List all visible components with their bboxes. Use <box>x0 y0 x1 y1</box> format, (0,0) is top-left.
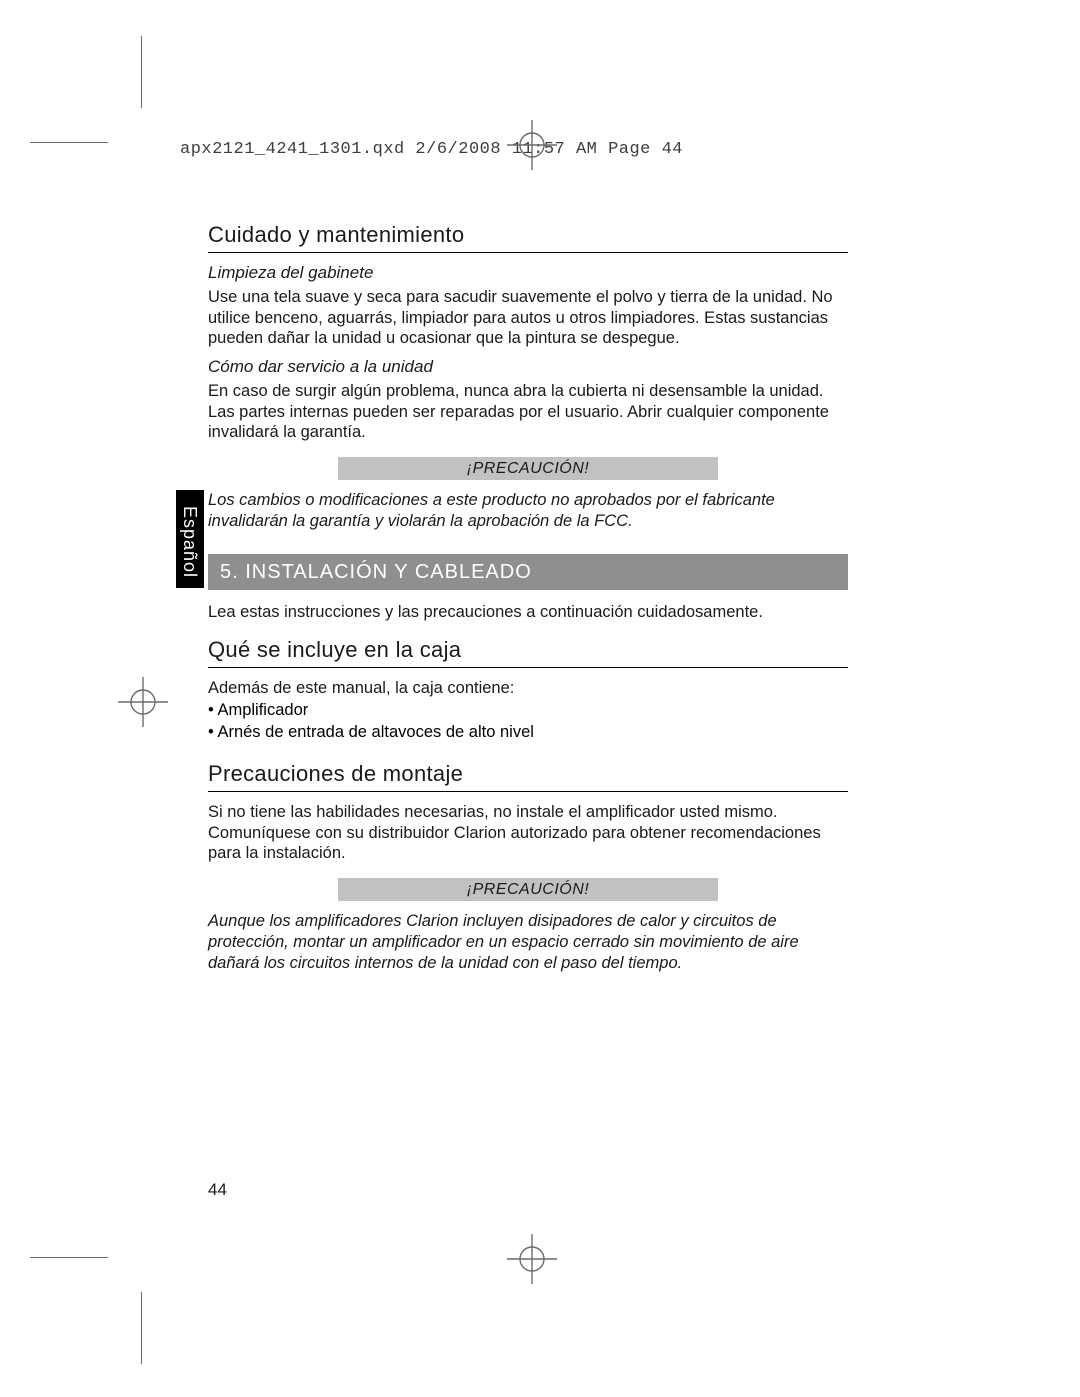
chapter-heading-band: 5. INSTALACIÓN Y CABLEADO <box>208 554 848 590</box>
page-content: Cuidado y mantenimiento Limpieza del gab… <box>208 222 848 992</box>
caution-label-band: ¡PRECAUCIÓN! <box>338 878 718 901</box>
crop-mark <box>141 1292 142 1364</box>
crop-mark <box>141 36 142 108</box>
body-paragraph: Lea estas instrucciones y las precaucion… <box>208 602 848 623</box>
body-paragraph: Además de este manual, la caja contiene: <box>208 678 848 699</box>
section-rule <box>208 252 848 253</box>
section-rule <box>208 667 848 668</box>
page-number: 44 <box>208 1180 227 1200</box>
registration-mark-icon <box>505 118 559 172</box>
body-paragraph: Use una tela suave y seca para sacudir s… <box>208 287 848 349</box>
language-side-tab: Español <box>176 490 204 588</box>
caution-paragraph: Los cambios o modificaciones a este prod… <box>208 490 848 532</box>
subsection-heading: Cómo dar servicio a la unidad <box>208 357 848 377</box>
section-heading: Qué se incluye en la caja <box>208 637 848 663</box>
registration-mark-icon <box>505 1232 559 1286</box>
subsection-heading: Limpieza del gabinete <box>208 263 848 283</box>
section-heading: Precauciones de montaje <box>208 761 848 787</box>
body-paragraph: En caso de surgir algún problema, nunca … <box>208 381 848 443</box>
crop-mark <box>30 1257 108 1258</box>
section-heading: Cuidado y mantenimiento <box>208 222 848 248</box>
prepress-header: apx2121_4241_1301.qxd 2/6/2008 11:57 AM … <box>180 140 683 159</box>
caution-label-band: ¡PRECAUCIÓN! <box>338 457 718 480</box>
body-paragraph: Si no tiene las habilidades necesarias, … <box>208 802 848 864</box>
crop-mark <box>30 142 108 143</box>
registration-mark-icon <box>116 675 170 729</box>
bullet-list: Amplificador Arnés de entrada de altavoc… <box>208 700 848 743</box>
document-page: apx2121_4241_1301.qxd 2/6/2008 11:57 AM … <box>0 0 1080 1397</box>
list-item: Arnés de entrada de altavoces de alto ni… <box>208 722 848 743</box>
caution-paragraph: Aunque los amplificadores Clarion incluy… <box>208 911 848 974</box>
list-item: Amplificador <box>208 700 848 721</box>
section-rule <box>208 791 848 792</box>
